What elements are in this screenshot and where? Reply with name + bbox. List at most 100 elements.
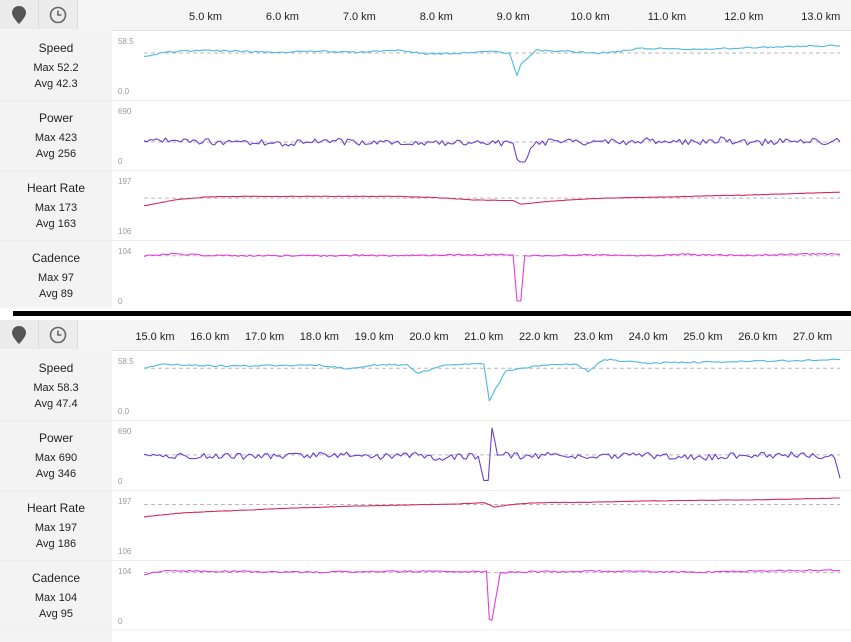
row-label-speed: Speed Max 58.3 Avg 47.4 <box>0 361 112 410</box>
row-label-power: Power Max 690 Avg 346 <box>0 431 112 480</box>
y-scale-bottom-label: 0 <box>118 617 123 626</box>
metric-max: Max 104 <box>34 592 78 604</box>
y-scale-top-label: 58.5 <box>118 37 134 46</box>
toolbar <box>0 320 851 351</box>
row-label-heart-rate: Heart Rate Max 197 Avg 186 <box>0 501 112 550</box>
y-scale-bottom-label: 0.0 <box>118 407 130 416</box>
x-tick-label: 8.0 km <box>420 11 453 23</box>
metric-name: Power <box>38 111 73 125</box>
metric-max: Max 52.2 <box>33 62 79 74</box>
clock-icon <box>49 6 67 23</box>
metric-max: Max 197 <box>34 522 78 534</box>
metric-avg: Avg 256 <box>35 148 77 160</box>
chart-panel-lower: Speed Max 58.3 Avg 47.4 Power Max 690 Avg 346… <box>0 320 851 642</box>
y-scale-bottom-label: 106 <box>118 227 132 236</box>
metric-name: Heart Rate <box>26 501 86 515</box>
row-label-cadence: Cadence Max 104 Avg 95 <box>0 571 112 620</box>
y-scale-bottom-label: 0 <box>118 477 123 486</box>
series-line-heart-rate[interactable] <box>143 191 841 207</box>
metric-avg: Avg 47.4 <box>34 398 78 410</box>
series-line-speed[interactable] <box>143 358 841 402</box>
row-label-speed: Speed Max 52.2 Avg 42.3 <box>0 41 112 90</box>
row-label-column <box>0 30 112 308</box>
metric-avg: Avg 42.3 <box>34 78 78 90</box>
metric-avg: Avg 346 <box>35 468 77 480</box>
x-tick-label: 22.0 km <box>519 331 558 343</box>
y-scale-bottom-label: 0 <box>118 297 123 306</box>
row-label-cadence: Cadence Max 97 Avg 89 <box>0 251 112 300</box>
x-tick-label: 21.0 km <box>464 331 503 343</box>
metric-avg: Avg 163 <box>35 218 77 230</box>
metric-max: Max 173 <box>34 202 78 214</box>
x-tick-label: 6.0 km <box>266 11 299 23</box>
chart-svg-upper: 5.0 km 6.0 km 7.0 km 8.0 km 9.0 km 10.0 km 11.… <box>118 11 841 306</box>
metric-name: Speed <box>38 361 74 375</box>
metric-name: Power <box>38 431 73 445</box>
x-tick-label: 23.0 km <box>574 331 613 343</box>
toolbar <box>0 0 851 31</box>
series-line-heart-rate[interactable] <box>143 497 840 518</box>
metric-max: Max 97 <box>37 272 75 284</box>
row-separator <box>0 490 851 491</box>
x-tick-label: 25.0 km <box>683 331 722 343</box>
y-scale-top-label: 197 <box>118 177 132 186</box>
x-tick-label: 13.0 km <box>801 11 840 23</box>
metric-avg: Avg 186 <box>35 538 77 550</box>
metric-name: Cadence <box>31 571 81 585</box>
row-label-power: Power Max 423 Avg 256 <box>0 111 112 160</box>
y-scale-top-label: 690 <box>118 107 132 116</box>
x-tick-label: 10.0 km <box>570 11 609 23</box>
row-separator <box>0 100 851 101</box>
y-scale-top-label: 197 <box>118 497 132 506</box>
series-line-power[interactable] <box>143 427 841 481</box>
series-line-power[interactable] <box>143 136 841 163</box>
x-tick-label: 7.0 km <box>343 11 376 23</box>
metric-max: Max 690 <box>34 452 78 464</box>
y-scale-top-label: 104 <box>118 567 132 576</box>
y-scale-bottom-label: 0 <box>118 157 123 166</box>
x-tick-label: 15.0 km <box>135 331 174 343</box>
x-tick-label: 16.0 km <box>190 331 229 343</box>
metric-name: Cadence <box>31 251 81 265</box>
x-tick-label: 19.0 km <box>355 331 394 343</box>
series-line-cadence[interactable] <box>143 252 840 302</box>
panel-divider <box>13 311 851 316</box>
chart-panel-upper: Speed Max 52.2 Avg 42.3 Power Max 423 Avg 256… <box>0 0 851 308</box>
metric-avg: Avg 95 <box>38 608 74 620</box>
series-line-cadence[interactable] <box>143 569 840 621</box>
y-scale-bottom-label: 0.0 <box>118 87 130 96</box>
metric-avg: Avg 89 <box>38 288 74 300</box>
series-line-speed[interactable] <box>143 44 841 76</box>
y-scale-top-label: 58.5 <box>118 357 134 366</box>
row-label-heart-rate: Heart Rate Max 173 Avg 163 <box>0 181 112 230</box>
row-separator <box>0 560 851 561</box>
map-pin-button[interactable] <box>0 320 39 349</box>
x-tick-label: 18.0 km <box>300 331 339 343</box>
metric-name: Heart Rate <box>26 181 86 195</box>
clock-button[interactable] <box>39 0 78 29</box>
map-pin-icon <box>12 325 26 344</box>
y-scale-bottom-label: 106 <box>118 547 132 556</box>
row-separator <box>0 170 851 171</box>
clock-button[interactable] <box>39 320 78 349</box>
x-tick-label: 27.0 km <box>793 331 832 343</box>
x-tick-label: 11.0 km <box>648 11 686 23</box>
map-pin-button[interactable] <box>0 0 39 29</box>
x-tick-label: 9.0 km <box>497 11 530 23</box>
x-tick-label: 17.0 km <box>245 331 284 343</box>
row-separator <box>0 240 851 241</box>
x-tick-label: 5.0 km <box>189 11 222 23</box>
y-scale-top-label: 690 <box>118 427 132 436</box>
map-pin-icon <box>12 5 26 24</box>
x-tick-label: 24.0 km <box>629 331 668 343</box>
chart-svg-lower: 15.0 km 16.0 km 17.0 km 18.0 km 19.0 km 20.0 … <box>0 331 851 631</box>
x-tick-label: 20.0 km <box>409 331 448 343</box>
clock-icon <box>49 326 67 343</box>
row-label-column <box>0 350 112 642</box>
metric-max: Max 423 <box>34 132 78 144</box>
metric-name: Speed <box>38 41 74 55</box>
row-separator <box>0 420 851 421</box>
y-scale-top-label: 104 <box>118 247 132 256</box>
x-tick-label: 26.0 km <box>738 331 777 343</box>
metric-max: Max 58.3 <box>33 382 79 394</box>
